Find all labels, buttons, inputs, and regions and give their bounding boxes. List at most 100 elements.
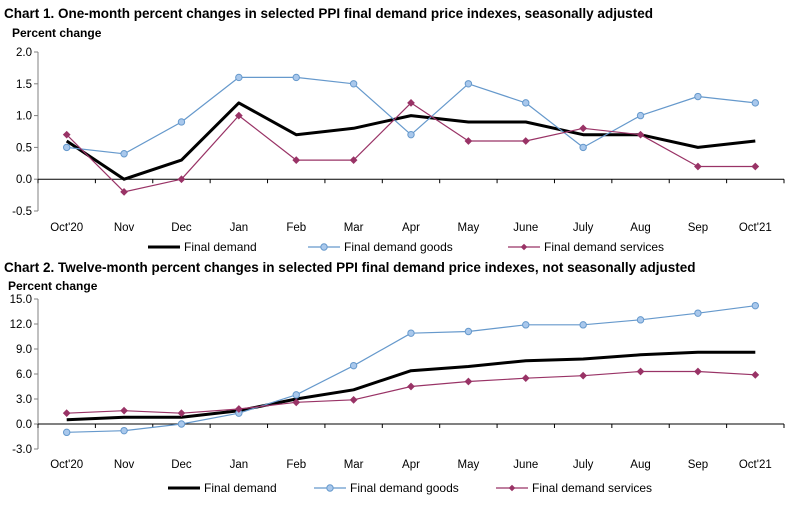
- chart1-legend-goods-label: Final demand goods: [344, 240, 453, 254]
- chart2-series-goods-point: [579, 321, 587, 329]
- chart1-series-goods-point: [292, 73, 300, 82]
- chart1-series-services-point: [234, 111, 243, 120]
- chart2-y-tick-label: 12.0: [10, 319, 32, 331]
- chart2-x-tick-label: May: [458, 459, 480, 471]
- chart2-y-tick-label: 9.0: [16, 344, 32, 356]
- chart1-plot: 2.0 1.5 1.0 0.5 0.0 -0.5 Oct'20 Nov Dec Jan Feb Mar…: [12, 47, 785, 254]
- chart2-series-services-point: [694, 367, 702, 376]
- chart1-series-goods-point: [522, 99, 530, 107]
- chart2-series-goods-point: [407, 329, 415, 337]
- chart2-series-goods-point: [292, 391, 300, 399]
- chart1-x-tick-label: July: [573, 222, 594, 234]
- chart2-series-services-point: [407, 382, 415, 391]
- chart2-series-goods-point: [120, 426, 128, 435]
- chart1-y-tick-label: -0.5: [12, 206, 32, 218]
- chart1-y-tick-label: 1.0: [16, 111, 32, 123]
- chart1-y-tick-label: 0.0: [16, 174, 32, 186]
- chart2-y-tick-label: 15.0: [10, 294, 32, 306]
- chart1-series-goods-point: [349, 80, 358, 88]
- chart2-series-services-point: [751, 370, 760, 379]
- chart1-title: Chart 1. One-month percent changes in se…: [4, 6, 653, 21]
- chart2-series-goods-point: [349, 361, 358, 370]
- chart1-x-tick-label: Aug: [630, 222, 650, 234]
- chart1-series-goods-point: [579, 143, 587, 152]
- chart2-series-services-point: [349, 395, 358, 404]
- chart1-legend-final-demand-label: Final demand: [184, 240, 257, 254]
- chart2-series-goods-point: [464, 327, 473, 336]
- chart1-x-tick-label: Sep: [688, 222, 708, 234]
- chart1-x-tick-label: Dec: [171, 222, 192, 234]
- chart1-x-tick-label: Apr: [402, 222, 420, 234]
- chart2-x-tick-label: Sep: [688, 459, 708, 471]
- chart2-x-tick-label: Apr: [402, 459, 420, 471]
- chart1-series-services-point: [407, 99, 415, 107]
- chart1-series-services-point: [636, 130, 645, 139]
- chart1-series-goods-point: [464, 80, 473, 88]
- chart2-series-goods-point: [62, 428, 71, 437]
- chart2-series-goods-point: [177, 420, 186, 428]
- chart2-series-goods-line: [66, 305, 756, 433]
- chart2-x-tick-label: Aug: [630, 459, 650, 471]
- chart1-series-goods-point: [636, 111, 645, 120]
- chart2-legend-services-marker: [508, 484, 516, 492]
- chart2-series-goods-point: [636, 316, 645, 324]
- chart1-series-goods-point: [120, 150, 128, 158]
- chart1-x-tick-label: Oct'21: [739, 222, 772, 234]
- chart1-series-goods-point: [407, 130, 415, 139]
- chart1-legend-goods-marker: [320, 243, 328, 251]
- chart2-legend-final-demand-label: Final demand: [204, 481, 277, 495]
- chart2-y-tick-label: -3.0: [12, 444, 32, 456]
- chart1-y-tick-label: 1.5: [16, 79, 32, 91]
- chart1-series-services-point: [292, 156, 301, 164]
- chart2-x-tick-label: June: [513, 459, 538, 471]
- chart1-x-tick-label: Nov: [114, 222, 135, 234]
- chart2-series-goods-point: [694, 309, 702, 317]
- chart1-y-tick-label: 2.0: [16, 47, 32, 59]
- chart1-series-goods-point: [694, 92, 702, 101]
- chart2-x-tick-label: Nov: [114, 459, 135, 471]
- chart2-series-services-point: [292, 398, 301, 407]
- chart2-ylabel: Percent change: [8, 279, 98, 293]
- chart1-series-services-point: [521, 137, 530, 145]
- chart2-series-services-line: [66, 370, 756, 414]
- chart2-x-tick-label: Jan: [230, 459, 249, 471]
- chart2-series-services-point: [636, 367, 645, 376]
- chart1-series-services-point: [694, 162, 702, 171]
- chart1-ylabel: Percent change: [12, 26, 102, 40]
- chart2-y-tick-label: 0.0: [16, 419, 32, 431]
- chart1-series-services-point: [464, 137, 473, 145]
- chart1-series-goods-point: [177, 118, 186, 126]
- chart1-legend-services-label: Final demand services: [544, 240, 664, 254]
- chart2-title: Chart 2. Twelve-month percent changes in…: [4, 260, 696, 275]
- chart1-series-services-point: [177, 175, 186, 184]
- chart2-y-tick-label: 3.0: [16, 394, 32, 406]
- chart2-series-services-point: [177, 409, 186, 418]
- chart1-series-goods-point: [62, 143, 71, 152]
- chart2-x-tick-label: Dec: [171, 459, 192, 471]
- chart1-legend-services-marker: [520, 243, 528, 251]
- chart2-series-services-point: [521, 374, 530, 383]
- chart2-series-goods-point: [751, 301, 760, 310]
- chart2-y-tick-label: 6.0: [16, 369, 32, 381]
- chart1-x-tick-label: Oct'20: [50, 222, 83, 234]
- chart2-series-services-point: [579, 371, 588, 380]
- chart2-series-goods-point: [522, 321, 530, 329]
- chart2-x-tick-label: Mar: [344, 459, 364, 471]
- chart2-legend-goods-label: Final demand goods: [350, 481, 459, 495]
- chart1-x-tick-label: May: [458, 222, 480, 234]
- chart1-series-services-point: [751, 162, 760, 171]
- chart2-x-tick-label: Feb: [286, 459, 306, 471]
- chart2-x-tick-label: Oct'21: [739, 459, 772, 471]
- chart1-series-services-point: [62, 130, 71, 139]
- chart2-legend-services-label: Final demand services: [532, 481, 652, 495]
- chart2-series-services-point: [234, 405, 243, 413]
- chart1-x-tick-label: Feb: [286, 222, 306, 234]
- chart1-x-tick-label: June: [513, 222, 538, 234]
- chart1-series-goods-point: [235, 73, 243, 82]
- chart1-series-goods-point: [751, 99, 760, 107]
- chart2-series-final-demand-line: [66, 350, 756, 422]
- chart1-y-tick-label: 0.5: [16, 142, 32, 154]
- chart2-series-services-point: [120, 406, 128, 415]
- chart1-series-services-point: [120, 188, 128, 196]
